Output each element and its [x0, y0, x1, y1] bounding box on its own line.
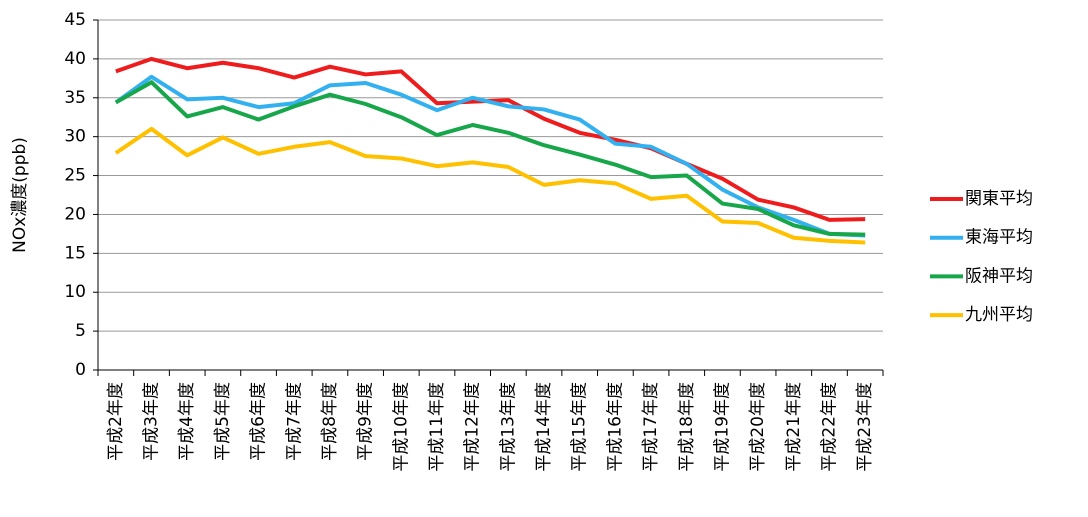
x-tick-label: 平成19年度: [712, 382, 732, 472]
legend-label: 阪神平均: [965, 266, 1033, 286]
series-line: [114, 80, 866, 237]
x-tick-label: 平成18年度: [677, 382, 697, 472]
series-line: [114, 74, 866, 238]
series-line: [114, 126, 866, 245]
x-tick-label: 平成10年度: [391, 382, 411, 472]
legend-label: 九州平均: [965, 305, 1033, 325]
x-tick-label: 平成5年度: [213, 382, 233, 461]
x-tick-label: 平成22年度: [819, 382, 839, 472]
x-tick-label: 平成14年度: [534, 382, 554, 472]
x-tick-label: 平成2年度: [106, 382, 126, 461]
x-tick-label: 平成13年度: [498, 382, 518, 472]
y-tick-label: 35: [64, 88, 86, 108]
x-tick-label: 平成3年度: [142, 382, 162, 461]
x-tick-label: 平成12年度: [463, 382, 483, 472]
y-tick-label: 40: [64, 49, 86, 69]
x-tick-label: 平成11年度: [427, 382, 447, 472]
x-tick-label: 平成9年度: [356, 382, 376, 461]
y-tick-label: 0: [75, 360, 86, 380]
y-axis-label: NOx濃度(ppb): [10, 137, 30, 253]
x-tick-label: 平成8年度: [320, 382, 340, 461]
x-tick-label: 平成21年度: [784, 382, 804, 472]
x-tick-label: 平成7年度: [284, 382, 304, 461]
y-tick-label: 30: [64, 127, 86, 147]
legend-label: 関東平均: [965, 189, 1033, 209]
x-tick-label: 平成17年度: [641, 382, 661, 472]
x-tick-label: 平成15年度: [570, 382, 590, 472]
x-tick-label: 平成16年度: [605, 382, 625, 472]
y-tick-label: 25: [64, 166, 86, 186]
y-tick-label: 5: [75, 321, 86, 341]
y-tick-label: 10: [64, 282, 86, 302]
x-tick-label: 平成6年度: [249, 382, 269, 461]
y-tick-label: 45: [64, 10, 86, 30]
y-tick-label: 15: [64, 243, 86, 263]
x-tick-label: 平成4年度: [177, 382, 197, 461]
legend-label: 東海平均: [965, 228, 1033, 248]
x-tick-label: 平成20年度: [748, 382, 768, 472]
x-tick-label: 平成23年度: [855, 382, 875, 472]
y-tick-label: 20: [64, 204, 86, 224]
